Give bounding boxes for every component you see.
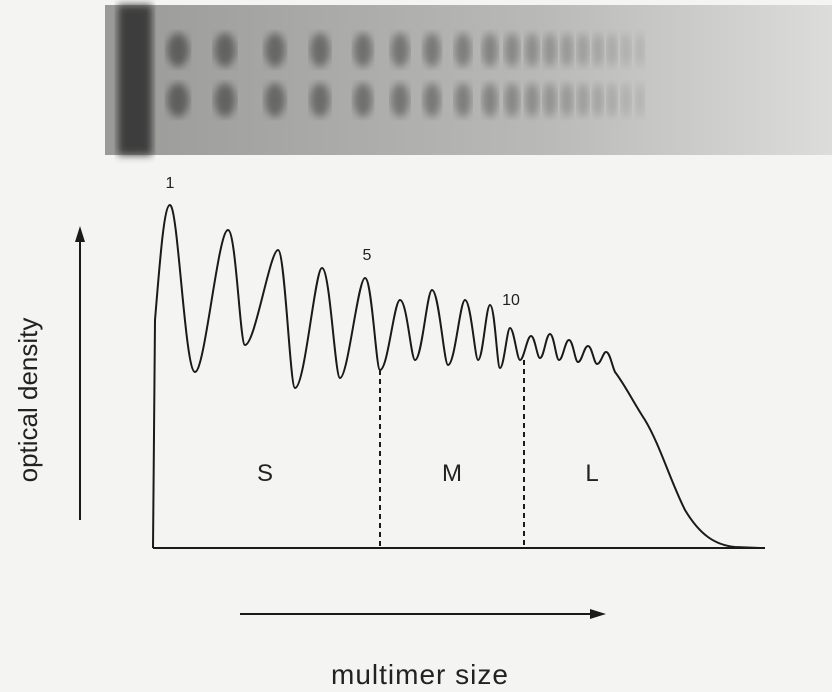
gel-band (504, 83, 520, 117)
gel-band (391, 83, 409, 117)
gel-band (621, 83, 631, 117)
region-label: S (257, 460, 273, 487)
gel-band (577, 83, 589, 117)
gel-band (353, 83, 373, 117)
gel-lane (105, 5, 832, 155)
gel-band (635, 33, 645, 67)
gel-band (621, 33, 631, 67)
y-arrowhead (75, 226, 85, 242)
gel-band (592, 83, 604, 117)
y-axis-label: optical density (13, 318, 43, 483)
x-arrowhead (590, 609, 606, 619)
gel-image (105, 5, 832, 155)
gel-band (592, 33, 604, 67)
gel-band (525, 33, 539, 67)
region-label: M (442, 460, 462, 487)
gel-band (504, 33, 520, 67)
gel-band (310, 33, 330, 67)
peak-label: 1 (166, 175, 175, 192)
gel-band (264, 33, 286, 67)
gel-band (543, 83, 557, 117)
gel-band (423, 33, 441, 67)
gel-band (423, 83, 441, 117)
gel-band (607, 33, 617, 67)
gel-band (214, 83, 236, 117)
gel-band (310, 83, 330, 117)
gel-band (560, 83, 574, 117)
gel-band (482, 83, 498, 117)
gel-band (635, 83, 645, 117)
gel-band (214, 33, 236, 67)
gel-band (167, 33, 189, 67)
gel-band (353, 33, 373, 67)
gel-band (167, 83, 189, 117)
gel-band (577, 33, 589, 67)
gel-band (454, 33, 472, 67)
gel-band (525, 83, 539, 117)
x-axis-label: multimer size (331, 659, 509, 690)
gel-band (482, 33, 498, 67)
region-label: L (585, 460, 598, 487)
density-trace (152, 203, 761, 549)
gel-band (264, 83, 286, 117)
gel-band (543, 33, 557, 67)
gel-well (118, 5, 152, 155)
gel-band (454, 83, 472, 117)
gel-band (607, 83, 617, 117)
peak-label: 5 (363, 247, 372, 264)
gel-band (560, 33, 574, 67)
gel-band (391, 33, 409, 67)
peak-label: 10 (502, 292, 520, 309)
